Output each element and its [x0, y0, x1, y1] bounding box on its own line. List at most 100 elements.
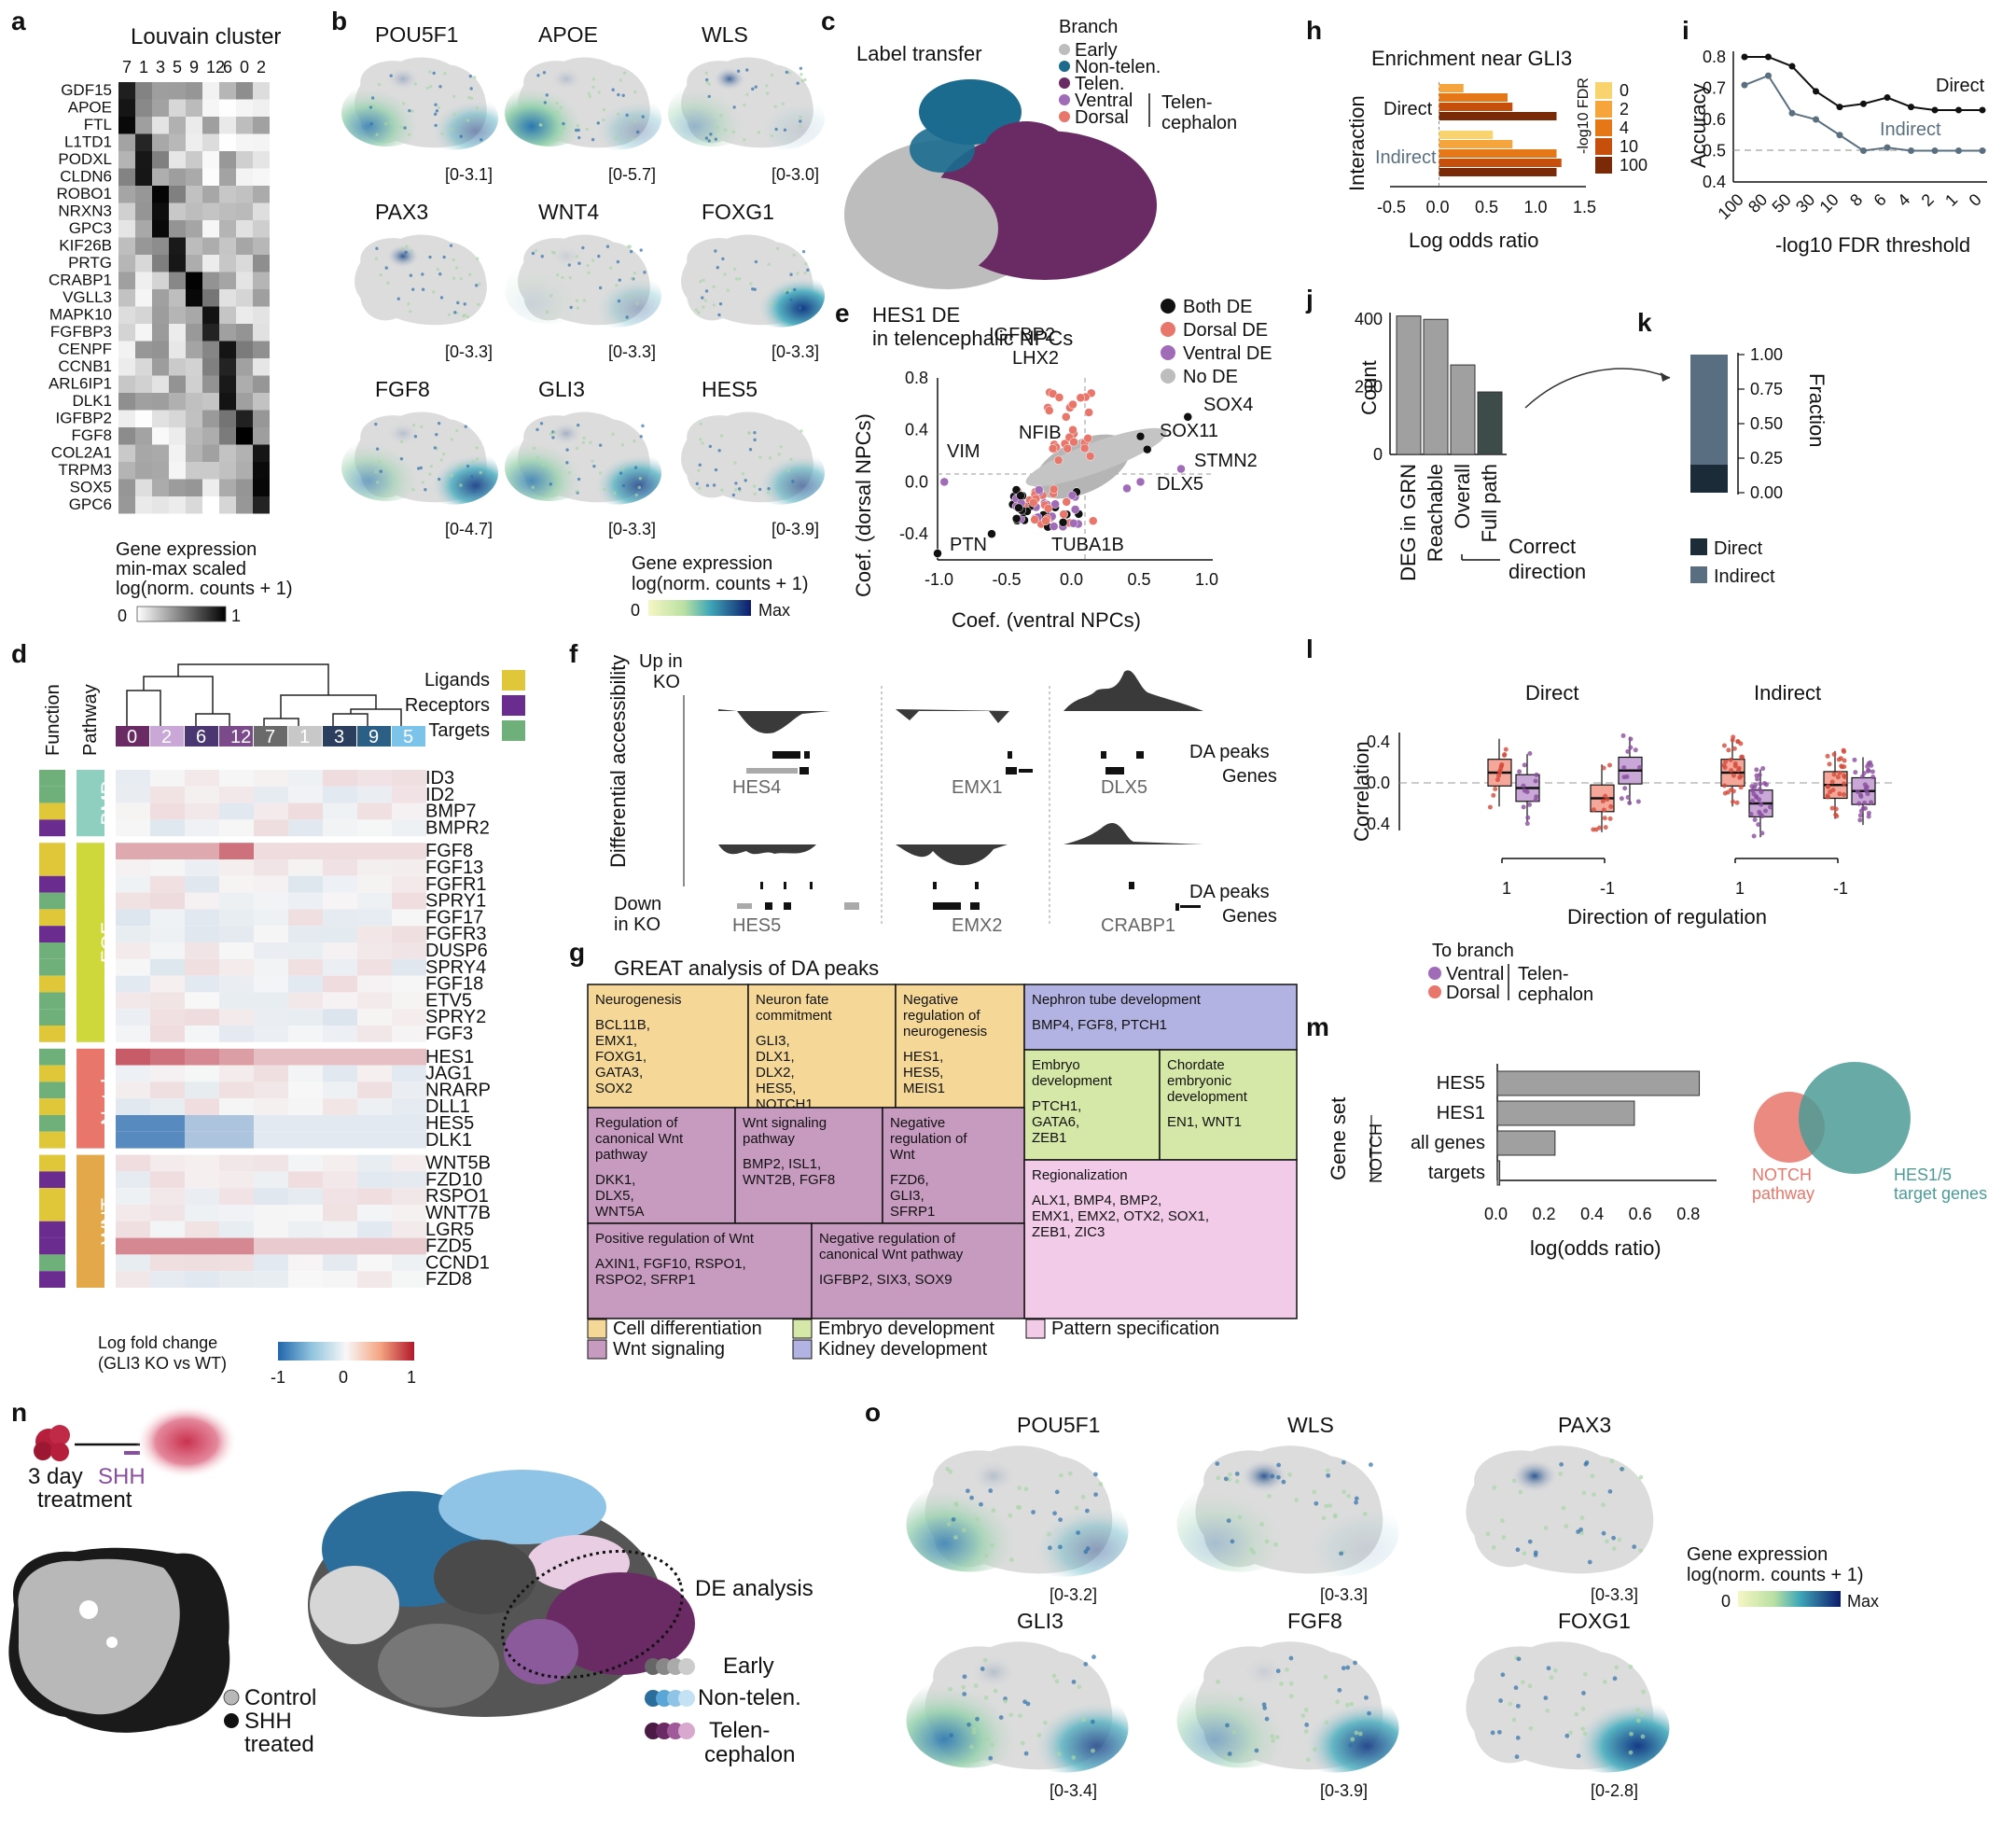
go-term-title: development — [1032, 1073, 1113, 1089]
heat-cell — [202, 99, 219, 117]
cluster-col-label: 6 — [223, 58, 232, 77]
function-cell — [39, 1026, 65, 1042]
heat-cell — [186, 237, 202, 255]
i-y-tick: 0.7 — [1703, 79, 1726, 98]
count-bar — [1396, 315, 1422, 455]
i-x-tick: 50 — [1769, 190, 1795, 216]
logfc-cell — [185, 802, 219, 820]
o-legend-min: 0 — [1721, 1592, 1731, 1611]
k-y-tick: 1.00 — [1750, 345, 1783, 364]
gene-set-label: all genes — [1411, 1133, 1485, 1153]
n-legend-control: Control — [244, 1685, 316, 1710]
logfc-cell — [357, 958, 392, 976]
d-gene-label: DUSP6 — [425, 941, 488, 961]
function-cell — [39, 1205, 65, 1221]
function-cell — [39, 958, 65, 976]
venn-label-4: target genes — [1894, 1184, 1987, 1203]
h-x-tick: 0.0 — [1426, 198, 1450, 216]
heat-cell — [236, 358, 253, 376]
heat-cell — [118, 202, 135, 220]
heat-cell — [135, 444, 152, 462]
function-cell — [39, 786, 65, 803]
logfc-cell — [392, 875, 426, 893]
logfc-cell — [254, 770, 288, 787]
heat-cell — [169, 220, 186, 238]
indirect-bar — [1439, 140, 1513, 148]
logfc-cell — [185, 892, 219, 910]
panel-i-label: i — [1682, 16, 1689, 45]
dorsal-point — [1068, 399, 1078, 410]
panel-m-label: m — [1306, 1012, 1329, 1041]
o-umap-gene-title: FGF8 — [1287, 1609, 1342, 1633]
logfc-cell — [288, 786, 323, 803]
panel-k: k 1.00 0.75 0.50 0.25 0.00 Fraction Direct I… — [1637, 308, 1828, 587]
gene-annotation: NFIB — [1019, 423, 1062, 443]
heat-cell — [169, 255, 186, 272]
cluster-col-label: 0 — [240, 58, 249, 77]
go-term-title: Wnt — [890, 1147, 916, 1163]
heat-cell — [118, 496, 135, 514]
function-cell — [39, 859, 65, 876]
go-term-genes: BMP4, FGF8, PTCH1 — [1032, 1017, 1167, 1033]
correlation-point — [1502, 752, 1508, 758]
gene-row-label: PRTG — [68, 254, 112, 272]
logfc-cell — [288, 1171, 323, 1189]
go-term-genes: DLX2, — [756, 1065, 795, 1081]
logfc-cell — [392, 1254, 426, 1272]
d-gene-label: ID3 — [425, 768, 454, 788]
logfc-cell — [357, 942, 392, 959]
branch-entry: Ventral — [1075, 91, 1133, 111]
logfc-cell — [392, 1154, 426, 1172]
logfc-cell — [392, 1026, 426, 1042]
logfc-cell — [150, 1048, 185, 1066]
heat-cell — [135, 358, 152, 376]
logfc-cell — [219, 975, 254, 993]
logfc-cell — [219, 859, 254, 876]
heat-cell — [236, 133, 253, 151]
logfc-cell — [357, 1154, 392, 1172]
correlation-point — [1600, 798, 1606, 803]
correlation-point — [1856, 801, 1862, 806]
heat-cell — [202, 82, 219, 100]
panel-f-label: f — [569, 639, 578, 668]
f-down-2: in KO — [614, 914, 660, 935]
heat-cell — [152, 427, 169, 445]
correlation-point — [1829, 805, 1835, 811]
logfc-cell — [254, 909, 288, 927]
logfc-cell — [323, 926, 357, 942]
de-point — [939, 477, 949, 487]
go-term-box — [1023, 984, 1298, 1051]
go-term-genes: BCL11B, — [595, 1017, 650, 1033]
go-term-genes: WNT5A — [595, 1204, 645, 1220]
correlation-point — [1487, 804, 1493, 810]
branch-legend-title: Branch — [1059, 17, 1118, 37]
umap-embedding — [341, 57, 498, 150]
logfc-cell — [185, 1131, 219, 1149]
gene-row-label: L1TD1 — [64, 133, 112, 151]
heat-cell — [186, 99, 202, 117]
logfc-cell — [116, 875, 150, 893]
logfc-cell — [323, 1188, 357, 1205]
gene-row-label: FGF8 — [72, 426, 112, 444]
n-legend-shh: SHH — [244, 1709, 292, 1734]
m-x-tick: 0.4 — [1580, 1205, 1604, 1223]
gene-row-label: CRABP1 — [49, 272, 112, 289]
fdr-swatch — [1595, 82, 1612, 99]
heat-cell — [118, 272, 135, 289]
dorsal-point — [1063, 443, 1073, 454]
heat-cell — [118, 358, 135, 376]
logfc-cell — [185, 1009, 219, 1026]
logfc-cell — [185, 819, 219, 837]
logfc-cell — [150, 1154, 185, 1172]
heat-cell — [152, 341, 169, 358]
function-cell — [39, 1098, 65, 1115]
i-series-indirect: Indirect — [1880, 119, 1941, 140]
b-legend-title-1: Gene expression — [632, 553, 772, 574]
great-legend-entry: Cell differentiation — [613, 1319, 762, 1339]
heat-cell — [236, 375, 253, 393]
k-y-tick: 0.25 — [1750, 449, 1783, 467]
logfc-cell — [357, 819, 392, 837]
function-cell — [39, 1188, 65, 1205]
gene-umap-grid: POU5F1 [0-3.1] APOE [0-5.7] WLS [0-3.0] PAX3 [0… — [341, 22, 825, 538]
logfc-cell — [254, 992, 288, 1010]
